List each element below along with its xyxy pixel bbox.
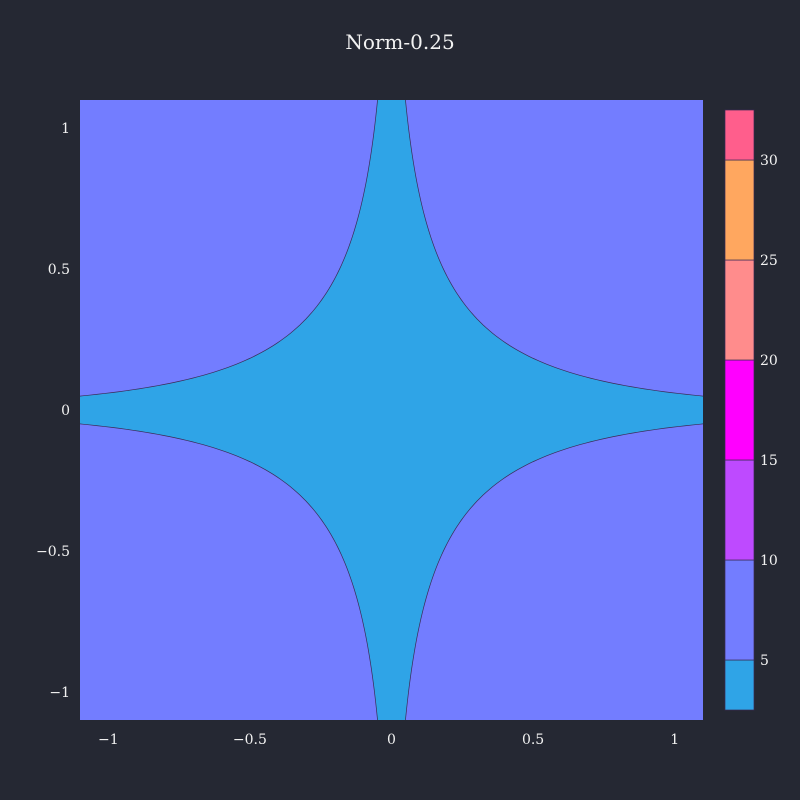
x-axis: −1 −0.5 0 0.5 1 (98, 732, 679, 748)
x-tick-label: −0.5 (233, 732, 267, 748)
contour-line-5-sw (80, 423, 378, 720)
colorbar-segment (724, 159, 755, 261)
y-axis: −1 −0.5 0 0.5 1 (36, 121, 70, 701)
contour-line-5-nw (80, 100, 378, 397)
contour-line-5-ne (405, 100, 703, 397)
colorbar (724, 109, 755, 711)
contour-band-5-nw (80, 100, 378, 397)
contour-band-5-ne (405, 100, 703, 397)
colorbar-segment (724, 659, 755, 711)
y-tick-label: −0.5 (36, 544, 70, 560)
colorbar-segment (724, 259, 755, 361)
y-tick-label: −1 (49, 685, 70, 701)
colorbar-segment (724, 459, 755, 561)
colorbar-tick-label: 5 (760, 653, 769, 669)
contour-line-5-se (405, 423, 703, 720)
x-tick-label: 1 (670, 732, 679, 748)
colorbar-tick-label: 10 (760, 553, 778, 569)
y-tick-label: 1 (61, 121, 70, 137)
contour-band-5-sw (80, 423, 378, 720)
x-tick-label: −1 (98, 732, 119, 748)
contour-band-5-se (405, 423, 703, 720)
y-tick-label: 0 (61, 403, 70, 419)
colorbar-tick-label: 30 (760, 153, 778, 169)
colorbar-segment (724, 359, 755, 461)
colorbar-segment (724, 559, 755, 661)
colorbar-tick-label: 20 (760, 353, 778, 369)
x-tick-label: 0.5 (522, 732, 544, 748)
colorbar-tick-label: 25 (760, 253, 778, 269)
colorbar-segment (724, 109, 755, 161)
x-tick-label: 0 (387, 732, 396, 748)
colorbar-tick-label: 15 (760, 453, 778, 469)
chart-title: Norm-0.25 (345, 30, 454, 54)
y-tick-label: 0.5 (48, 262, 70, 278)
colorbar-axis: 5 10 15 20 25 30 (760, 153, 778, 669)
